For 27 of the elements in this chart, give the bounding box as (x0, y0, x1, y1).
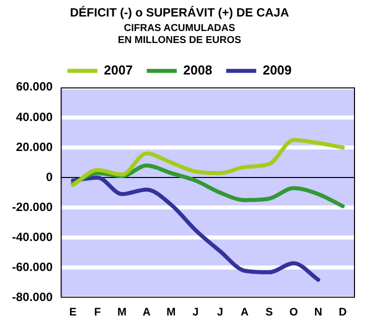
y-tick-label: 60.000 (16, 80, 54, 94)
x-tick-label: A (142, 306, 151, 318)
chart-title: DÉFICIT (-) o SUPERÁVIT (+) DE CAJA (70, 6, 290, 20)
x-tick-label: J (192, 306, 199, 318)
y-tick-label: 40.000 (16, 110, 54, 124)
y-tick-label: -60.000 (12, 260, 54, 274)
x-tick-label: O (289, 306, 298, 318)
legend-label: 2009 (262, 62, 292, 78)
x-tick-label: A (240, 306, 249, 318)
y-tick-label: -40.000 (12, 230, 54, 244)
x-tick-label: E (69, 306, 77, 318)
x-tick-label: D (338, 306, 347, 318)
line-series (70, 138, 345, 188)
x-tick-label: M (117, 306, 127, 318)
line-series (70, 176, 320, 282)
x-tick-label: M (166, 306, 176, 318)
legend-label: 2008 (183, 62, 212, 78)
y-tick-label: -20.000 (12, 200, 54, 214)
y-tick-label: 0 (46, 170, 54, 184)
x-tick-label: F (94, 306, 102, 318)
x-tick-label: J (217, 306, 224, 318)
chart-subtitle: CIFRAS ACUMULADAS EN MILLONES DE EUROS (118, 23, 242, 46)
legend-label: 2007 (104, 62, 133, 78)
y-tick-label: -80.000 (12, 290, 54, 304)
x-tick-label: S (265, 306, 273, 318)
y-tick-label: 20.000 (16, 140, 54, 154)
x-tick-label: N (314, 306, 322, 318)
